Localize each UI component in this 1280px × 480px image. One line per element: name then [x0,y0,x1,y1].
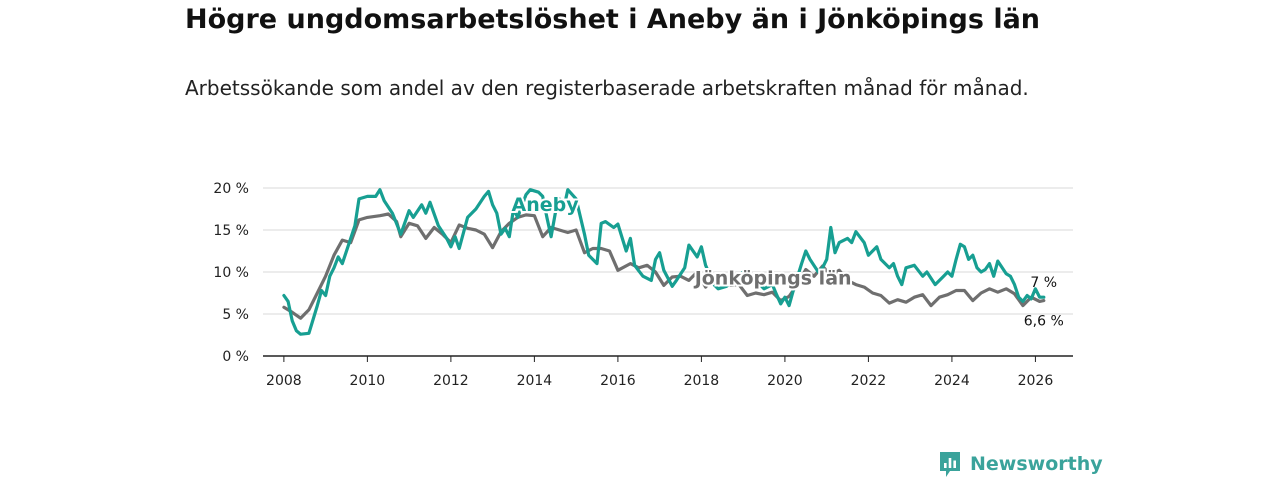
x-tick-label: 2024 [934,373,970,389]
x-tick-label: 2022 [851,373,887,389]
x-tick-label: 2008 [266,373,302,389]
x-tick-label: 2020 [767,373,803,389]
x-tick-label: 2016 [600,373,636,389]
line-chart: 0 % 5 % 10 % 15 % 20 % 2008 2010 2012 2014 2016 20… [213,181,1073,389]
end-label-aneby: 7 % [1030,275,1057,291]
series-label-jonkopings-lan: Jönköpings län [693,268,852,290]
chart-title: Högre ungdomsarbetslöshet i Aneby än i J… [185,4,1041,35]
y-tick-label: 10 % [213,265,249,281]
y-tick-label: 15 % [213,223,249,239]
y-tick-label: 0 % [222,349,249,365]
series-line-aneby [282,188,1046,336]
x-tick-label: 2012 [433,373,469,389]
y-tick-label: 5 % [222,307,249,323]
newsworthy-logo: Newsworthy [938,450,1103,478]
label-layer: Jönköpings län Aneby 7 % 6,6 % [510,192,1064,330]
series-layer [282,188,1046,336]
x-tick-label: 2018 [684,373,720,389]
end-label-jonkopings-lan: 6,6 % [1024,314,1064,330]
grid-layer [263,187,1073,315]
y-tick-label: 20 % [213,181,249,197]
axis-layer: 0 % 5 % 10 % 15 % 20 % 2008 2010 2012 2014 2016 20… [213,181,1073,389]
newsworthy-logo-text: Newsworthy [970,453,1103,475]
x-tick-label: 2010 [350,373,386,389]
newsworthy-logo-icon [940,452,960,477]
x-tick-label: 2014 [517,373,553,389]
chart-subtitle: Arbetssökande som andel av den registerb… [185,76,1029,100]
series-label-aneby: Aneby [512,194,580,216]
x-tick-label: 2026 [1018,373,1054,389]
